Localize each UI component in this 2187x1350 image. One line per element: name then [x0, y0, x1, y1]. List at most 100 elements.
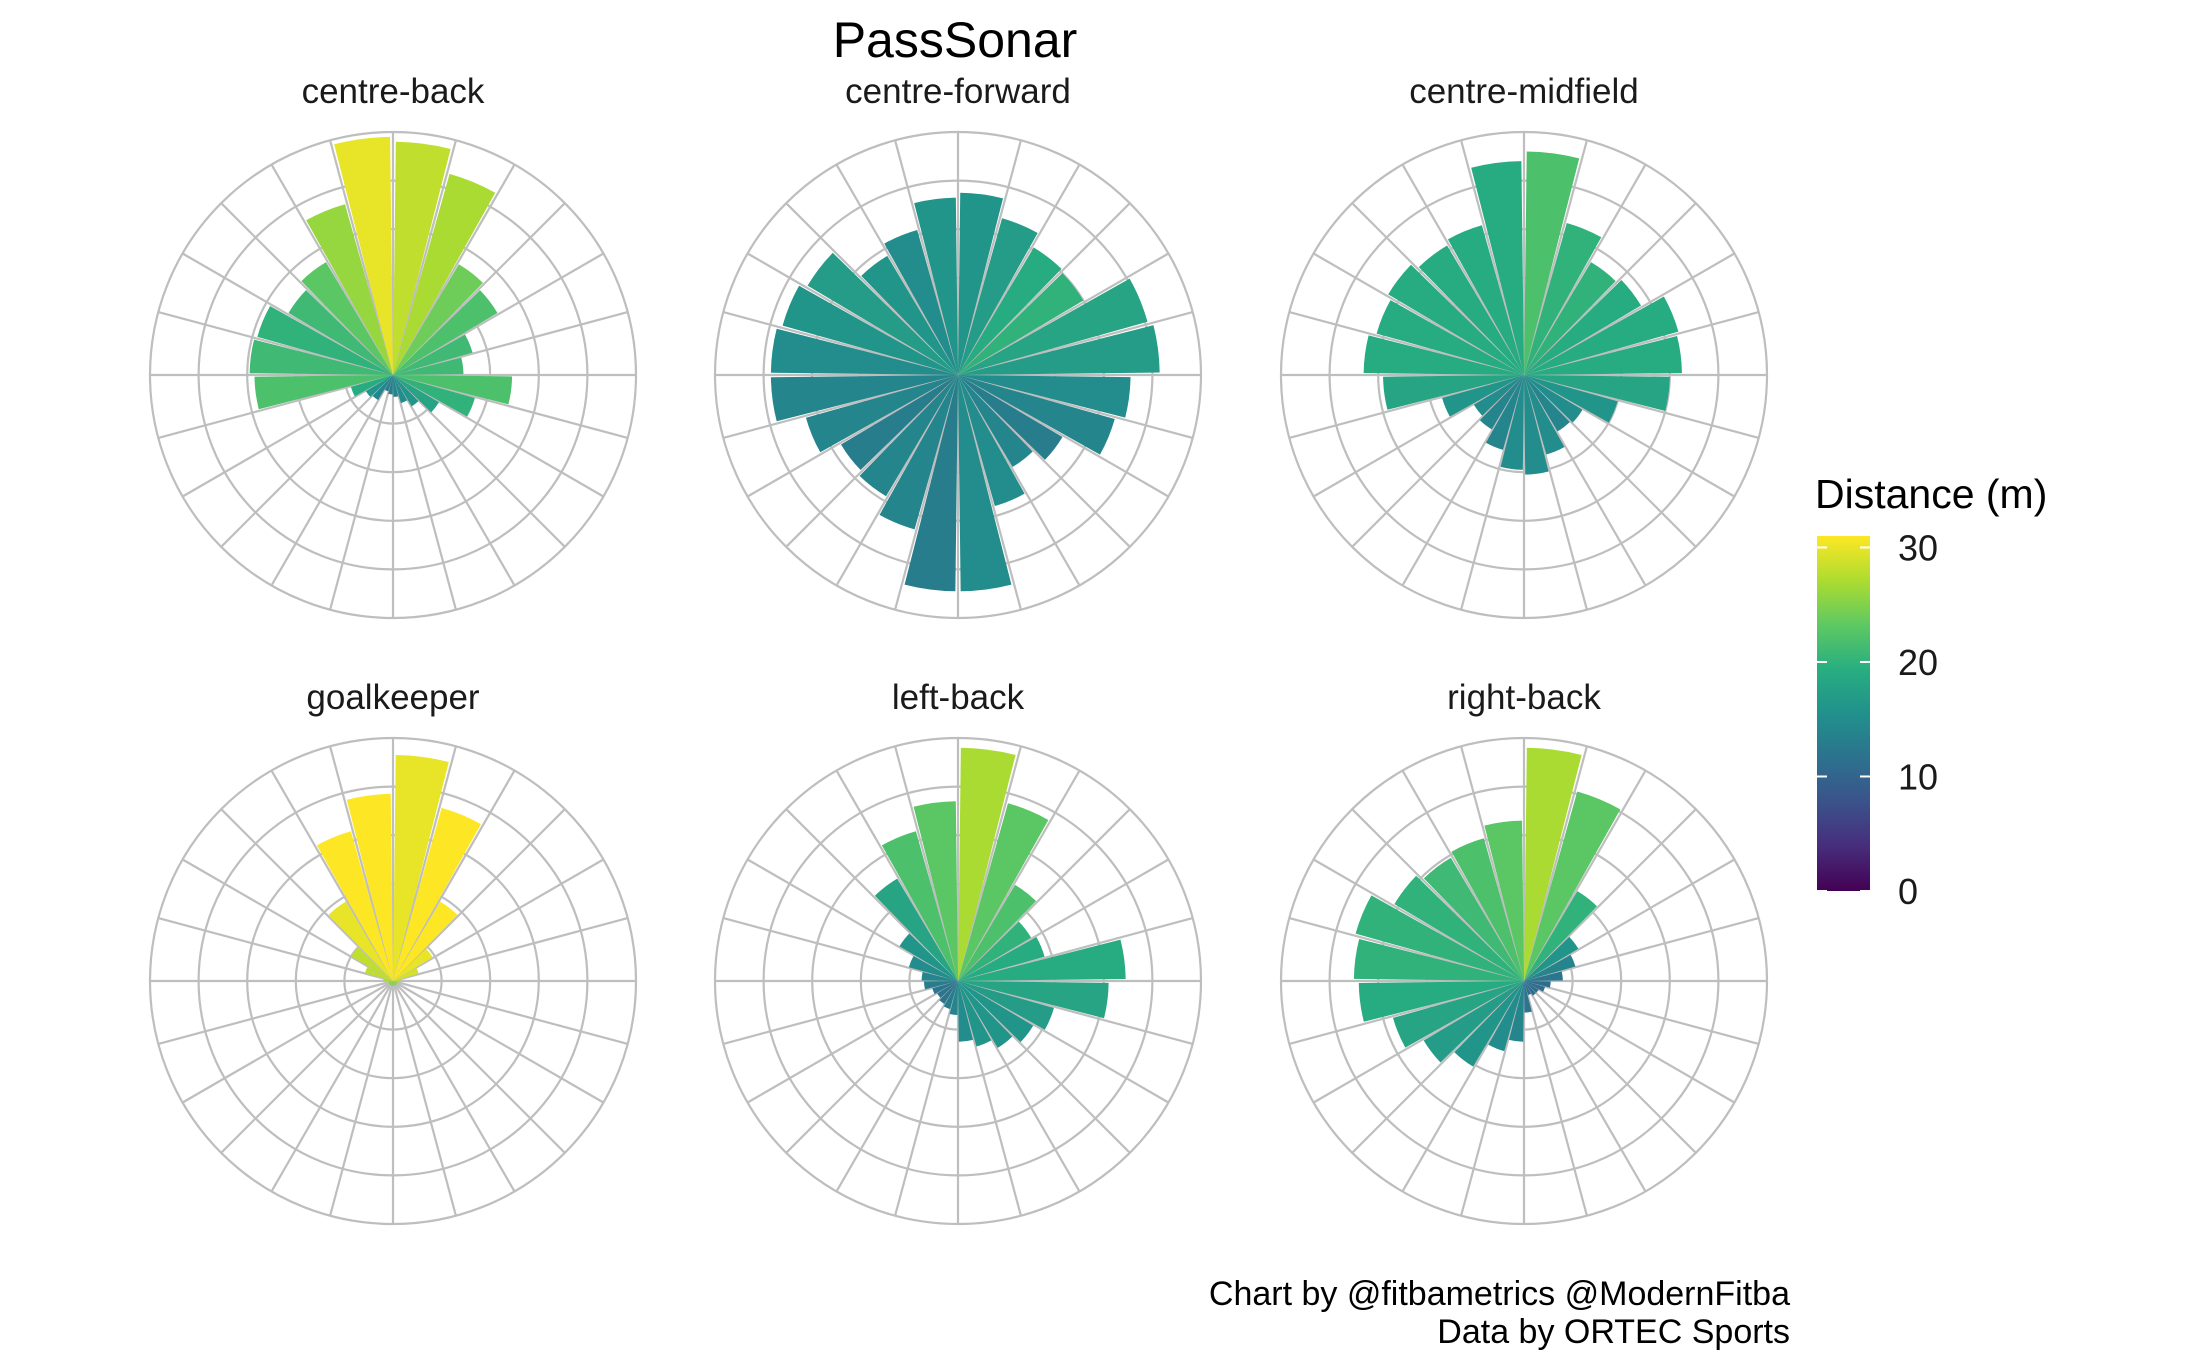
sonar-bar: [899, 933, 958, 981]
sonar-bar: [1524, 981, 1539, 993]
grid-spoke: [1522, 980, 1588, 1216]
grid-spoke: [392, 917, 628, 983]
sonar-bar: [393, 334, 473, 375]
sonar-bar: [958, 921, 1032, 981]
sonar-bar: [1485, 375, 1524, 450]
grid-spoke: [747, 858, 959, 982]
sonar-bar: [914, 197, 958, 375]
grid-spoke: [835, 980, 959, 1192]
grid-spoke: [220, 374, 394, 548]
sonar-bar: [249, 339, 393, 375]
grid-spoke: [747, 980, 959, 1104]
sonar-bar: [393, 264, 483, 375]
sonar-bar: [393, 981, 397, 986]
grid-spoke: [392, 979, 628, 1045]
caption-line-1: Chart by @fitbametrics @ModernFitba: [1209, 1275, 1790, 1313]
grid-spoke: [1523, 373, 1759, 439]
grid-spoke: [1523, 374, 1647, 586]
sonar-bar: [393, 375, 513, 405]
grid-spoke: [1351, 808, 1525, 982]
sonar-bar: [1500, 375, 1524, 470]
panel-title: left-back: [892, 678, 1025, 717]
grid-spoke: [392, 770, 516, 982]
grid-spoke: [957, 979, 1193, 1045]
sonar-bar: [1423, 857, 1524, 981]
grid-spoke: [392, 374, 604, 498]
grid-spoke: [392, 980, 566, 1154]
grid-spoke: [957, 373, 1193, 439]
facet-panels: centre-back centre-forward centre-midfield…: [148, 72, 1769, 1226]
sonar-bar: [958, 747, 1016, 981]
sonar-bar: [923, 981, 958, 990]
grid-spoke: [392, 858, 604, 982]
sonar-bar: [1524, 981, 1532, 1013]
grid-spoke: [391, 374, 457, 610]
grid-spoke: [835, 374, 959, 586]
grid-spoke: [1401, 164, 1525, 376]
grid-spoke: [182, 858, 394, 982]
grid-spoke: [329, 374, 395, 610]
grid-spoke: [158, 373, 394, 439]
sonar-bar: [904, 375, 958, 592]
sonar-bar: [306, 204, 393, 375]
sonar-bar: [958, 273, 1084, 375]
grid-spoke: [158, 979, 394, 1045]
grid-spoke: [1289, 979, 1525, 1045]
grid-spoke: [957, 858, 1169, 982]
grid-spoke: [329, 980, 395, 1216]
sonar-bar: [943, 981, 958, 1010]
grid-spoke: [392, 311, 628, 377]
sonar-bar: [958, 375, 1131, 418]
sonar-bar: [1524, 981, 1546, 992]
sonar-bar: [937, 981, 958, 998]
sonar-bar: [257, 306, 393, 375]
sonar-bar: [913, 801, 958, 981]
sonar-bar: [1484, 820, 1524, 981]
panel-title: goalkeeper: [306, 678, 480, 717]
grid-spoke: [1523, 770, 1647, 982]
grid-spoke: [391, 746, 457, 982]
sonar-bar: [1451, 838, 1524, 981]
sonar-bar: [393, 981, 398, 984]
grid-spoke: [391, 140, 457, 376]
grid-spoke: [1351, 202, 1525, 376]
panel-centre-back: centre-back: [148, 72, 638, 620]
sonar-bar: [388, 981, 393, 985]
sonar-bar: [1524, 981, 1532, 996]
grid-spoke: [957, 311, 1193, 377]
grid-spoke: [392, 202, 566, 376]
grid-spoke: [220, 202, 394, 376]
sonar-bar: [958, 192, 1004, 375]
legend-colorbar: [1817, 536, 1870, 891]
grid-spoke: [1523, 202, 1697, 376]
sonar-bar: [958, 247, 1062, 375]
grid-spoke: [392, 808, 566, 982]
grid-spoke: [391, 980, 457, 1216]
grid-spoke: [1523, 374, 1735, 498]
grid-spoke: [1313, 374, 1525, 498]
sonar-bar: [1473, 375, 1524, 416]
grid-spoke: [723, 311, 959, 377]
sonar-bar: [393, 375, 399, 397]
grid-spoke: [957, 917, 1193, 983]
sonar-bar: [958, 375, 1063, 460]
sonar-bar: [1524, 375, 1583, 423]
grid-spoke: [1522, 746, 1588, 982]
sonar-bar: [393, 948, 433, 981]
sonar-bar: [393, 981, 396, 986]
panel-right-back: right-back: [1279, 678, 1769, 1226]
legend-title: Distance (m): [1815, 471, 2047, 517]
sonar-bar: [1355, 895, 1524, 981]
sonar-bar: [939, 981, 958, 1004]
legend-tick-label: 20: [1898, 642, 1938, 683]
grid-spoke: [1523, 917, 1759, 983]
grid-spoke: [270, 164, 394, 376]
sonar-bar: [874, 878, 958, 981]
sonar-bar: [350, 375, 393, 397]
sonar-bar: [958, 325, 1160, 375]
sonar-bar: [1524, 222, 1602, 375]
grid-spoke: [894, 746, 960, 982]
grid-spoke: [1523, 858, 1735, 982]
grid-spoke: [182, 374, 394, 498]
sonar-bar: [393, 173, 496, 375]
